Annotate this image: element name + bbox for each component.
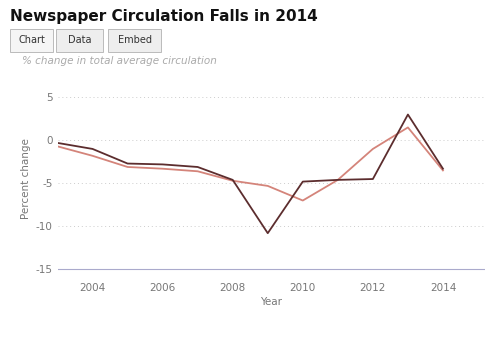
Text: Data: Data <box>68 35 92 45</box>
Y-axis label: Percent change: Percent change <box>22 138 32 220</box>
Text: Embed: Embed <box>118 35 152 45</box>
FancyBboxPatch shape <box>56 29 103 51</box>
Text: Chart: Chart <box>18 35 45 45</box>
X-axis label: Year: Year <box>260 297 282 307</box>
FancyBboxPatch shape <box>10 29 53 51</box>
Text: % change in total average circulation: % change in total average circulation <box>22 56 218 66</box>
FancyBboxPatch shape <box>108 29 162 51</box>
Text: Newspaper Circulation Falls in 2014: Newspaper Circulation Falls in 2014 <box>10 9 318 24</box>
